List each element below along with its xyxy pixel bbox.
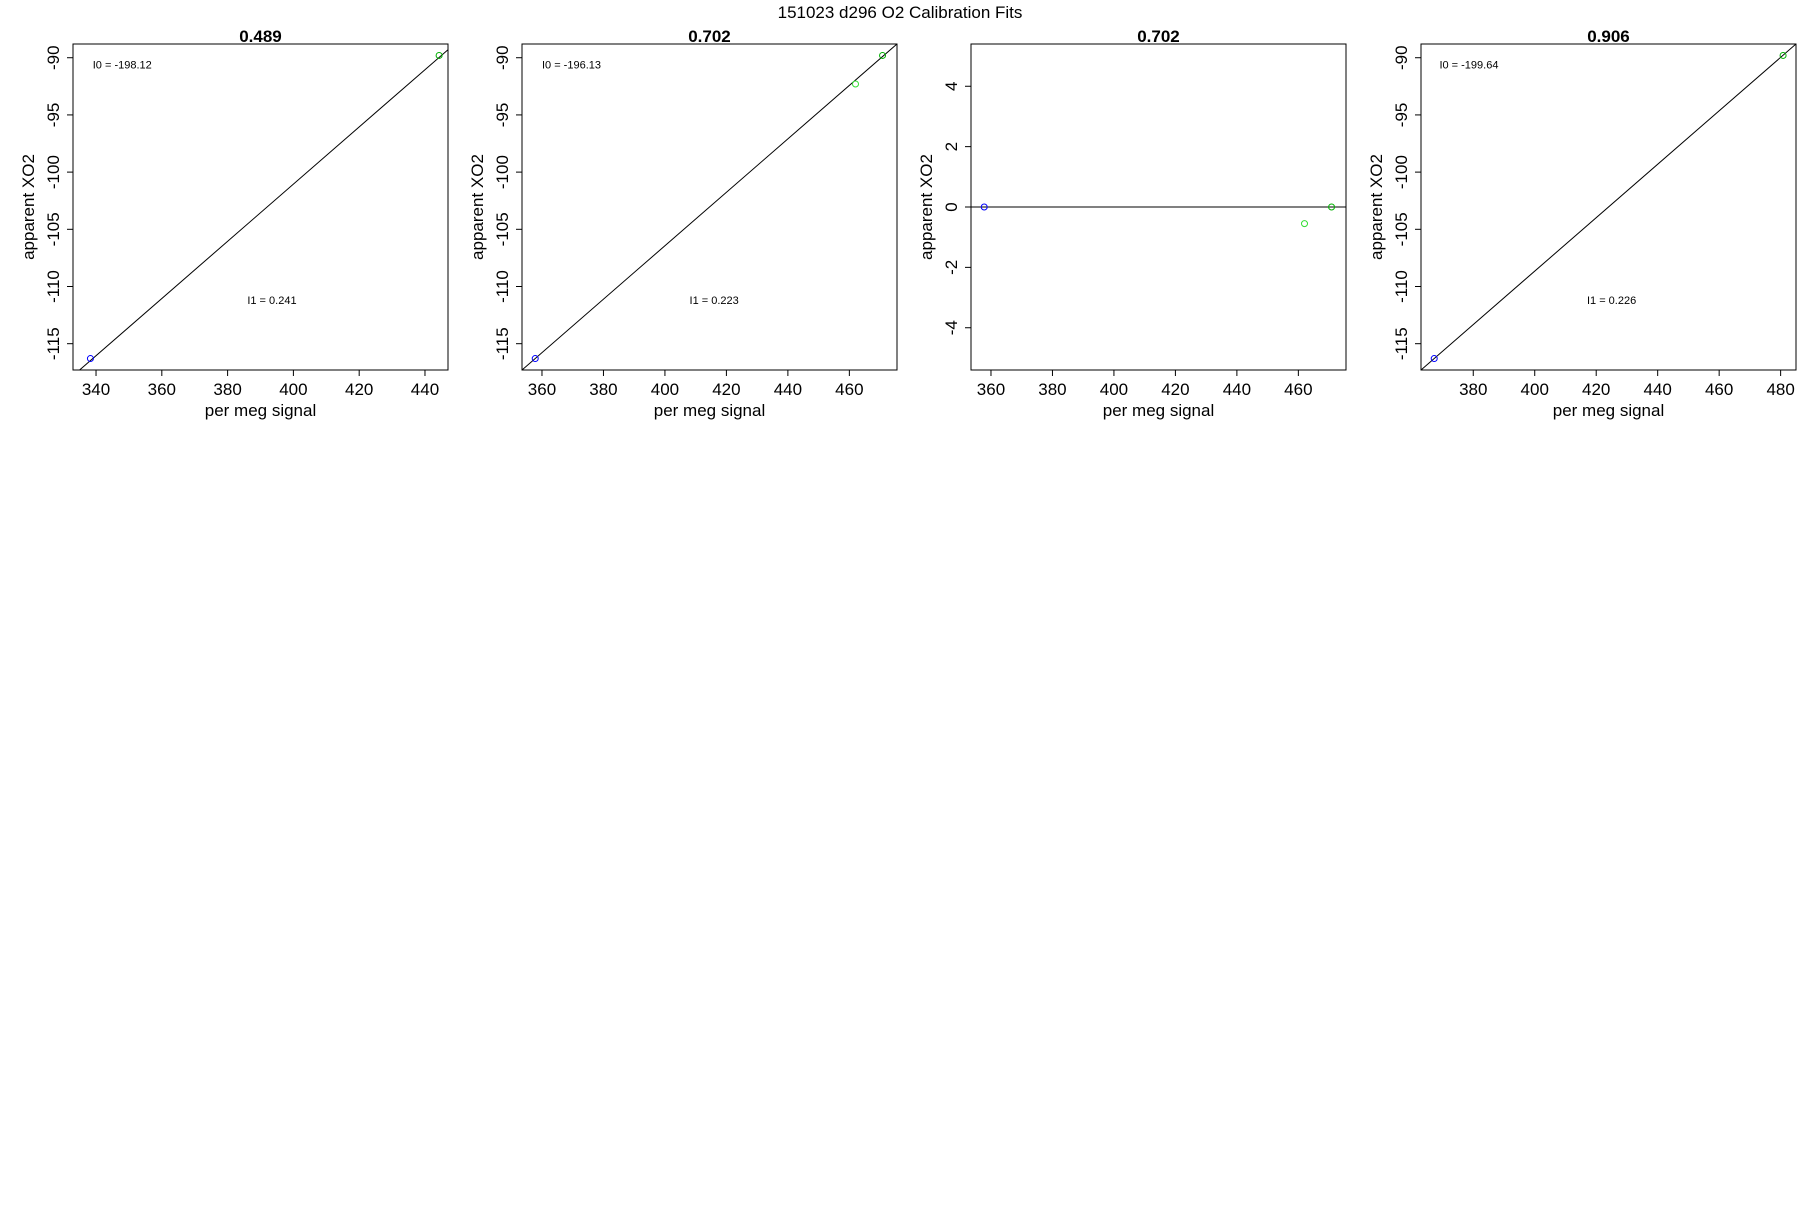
plot-frame [521,43,898,371]
x-tick-label: 460 [835,380,863,399]
y-tick-label: -95 [493,103,512,128]
x-tick-label: 400 [1521,380,1549,399]
chart-title: 0.906 [1587,27,1630,46]
y-tick-label: -110 [1392,270,1411,303]
data-point [980,203,988,211]
x-tick-label: 420 [1161,380,1189,399]
plot-frame [1420,43,1797,371]
y-tick-label: -100 [44,155,63,189]
data-point [1779,51,1787,59]
coefficient-annotation: I0 = -196.13 [542,60,601,72]
x-axis-label: per meg signal [654,401,766,420]
data-point [86,355,94,363]
y-axis-label: apparent XO2 [468,154,487,260]
y-tick-label: -2 [942,260,961,275]
y-tick-label: -100 [1392,155,1411,189]
y-tick-label: -4 [942,320,961,335]
x-tick-label: 460 [1284,380,1312,399]
y-tick-label: 0 [942,202,961,211]
x-tick-label: 360 [977,380,1005,399]
y-tick-label: -110 [44,270,63,303]
x-tick-label: 440 [411,380,439,399]
y-tick-label: -115 [1392,327,1411,360]
x-tick-label: 440 [1643,380,1671,399]
x-tick-label: 400 [279,380,307,399]
chart-panel-4: 0.906 380 400 420 440 460 480 -90 -95 -100 -105 -11… [1367,27,1797,420]
y-tick-label: -115 [44,327,63,360]
page-title: 151023 d296 O2 Calibration Fits [778,3,1023,22]
fit-line [522,44,897,370]
y-tick-label: 4 [942,82,961,91]
x-axis-label: per meg signal [1103,401,1215,420]
y-axis-label: apparent XO2 [917,154,936,260]
x-tick-label: 420 [345,380,373,399]
x-tick-label: 340 [82,380,110,399]
y-axis-label: apparent XO2 [19,154,38,260]
y-tick-label: -95 [44,103,63,128]
coefficient-annotation: I0 = -199.64 [1439,60,1498,72]
data-point [531,355,539,363]
coefficient-annotation: I1 = 0.223 [690,295,739,307]
data-point [1430,355,1438,363]
x-tick-label: 360 [148,380,176,399]
x-tick-label: 380 [589,380,617,399]
x-axis-label: per meg signal [1553,401,1665,420]
x-tick-label: 380 [213,380,241,399]
x-tick-label: 360 [528,380,556,399]
data-point [1328,203,1336,211]
x-tick-label: 400 [651,380,679,399]
x-tick-label: 380 [1459,380,1487,399]
y-tick-label: -100 [493,155,512,189]
fit-line [1421,44,1796,370]
x-tick-label: 440 [1223,380,1251,399]
y-tick-label: -105 [493,212,512,246]
chart-title: 0.702 [1137,27,1180,46]
data-point [879,51,887,59]
y-tick-label: -110 [493,270,512,303]
y-tick-label: -90 [1392,45,1411,70]
y-axis-label: apparent XO2 [1367,154,1386,260]
fit-line [78,49,448,370]
data-point [1301,220,1309,228]
y-tick-label: -105 [1392,212,1411,246]
x-tick-label: 380 [1038,380,1066,399]
y-tick-label: -95 [1392,103,1411,128]
x-tick-label: 480 [1766,380,1794,399]
chart-title: 0.702 [688,27,731,46]
coefficient-annotation: I0 = -198.12 [93,60,152,72]
y-tick-label: -90 [493,45,512,70]
data-point [435,51,443,59]
chart-panel-1: 0.489 340 360 380 400 420 440 -90 -95 -100 -105 -11… [19,27,449,420]
coefficient-annotation: I1 = 0.226 [1587,295,1636,307]
coefficient-annotation: I1 = 0.241 [247,295,296,307]
x-tick-label: 440 [774,380,802,399]
data-point [852,80,860,88]
y-tick-label: -115 [493,327,512,360]
chart-title: 0.489 [239,27,282,46]
plot-frame [72,43,449,371]
y-tick-label: -90 [44,45,63,70]
chart-panel-2: 0.702 360 380 400 420 440 460 -90 -95 -100 -105 -11… [468,27,898,420]
x-tick-label: 420 [1582,380,1610,399]
x-tick-label: 400 [1100,380,1128,399]
y-tick-label: 2 [942,142,961,151]
x-axis-label: per meg signal [205,401,317,420]
x-tick-label: 460 [1705,380,1733,399]
x-tick-label: 420 [712,380,740,399]
y-tick-label: -105 [44,212,63,246]
